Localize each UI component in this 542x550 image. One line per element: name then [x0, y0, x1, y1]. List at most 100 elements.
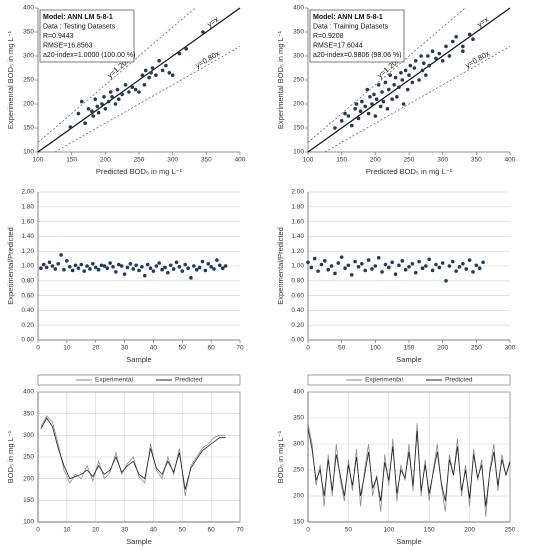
- data-point: [108, 90, 113, 94]
- data-point: [343, 266, 347, 271]
- y-tick-label: 100: [23, 149, 34, 156]
- data-point: [145, 262, 150, 267]
- data-point: [186, 266, 190, 271]
- data-point: [413, 270, 418, 275]
- data-point: [388, 73, 392, 77]
- y-tick-label: 0.20: [21, 322, 34, 329]
- data-line: [40, 417, 226, 490]
- data-point: [378, 104, 383, 109]
- data-point: [140, 73, 145, 77]
- x-tick-label: 100: [303, 157, 314, 164]
- data-point: [95, 104, 100, 109]
- x-tick-label: 300: [505, 345, 516, 352]
- data-point: [119, 264, 124, 268]
- data-point: [397, 85, 401, 89]
- x-tick-label: 150: [66, 157, 77, 164]
- x-axis-title: Sample: [396, 355, 421, 364]
- data-point: [79, 262, 84, 267]
- x-tick-label: 100: [33, 157, 44, 164]
- data-point: [354, 102, 359, 106]
- legend-label: Experimental: [365, 377, 403, 384]
- reference-label: y=x: [205, 15, 220, 29]
- data-point: [163, 265, 167, 270]
- data-point: [102, 264, 107, 268]
- data-point: [407, 73, 411, 77]
- data-point: [62, 267, 66, 272]
- data-point: [323, 259, 327, 263]
- data-point: [91, 261, 95, 266]
- y-tick-label: 350: [293, 29, 304, 36]
- data-point: [454, 35, 458, 39]
- y-tick-label: 200: [293, 493, 304, 500]
- annotation-box: [309, 9, 405, 63]
- data-point: [160, 267, 164, 272]
- y-tick-label: 400: [293, 389, 304, 396]
- data-point: [50, 264, 55, 268]
- annotation-text: Data : Testing Datasets: [43, 23, 116, 30]
- data-point: [220, 266, 225, 271]
- data-point: [408, 63, 413, 68]
- data-point: [157, 59, 161, 63]
- y-tick-label: 400: [23, 5, 34, 12]
- data-point: [316, 269, 320, 273]
- plot-frame: [307, 391, 511, 523]
- x-tick-label: 60: [208, 345, 216, 352]
- y-tick-label: 350: [23, 29, 34, 36]
- data-point: [410, 80, 415, 85]
- x-tick-label: 0: [36, 345, 40, 352]
- data-point: [108, 261, 112, 265]
- y-tick-label: 350: [23, 410, 34, 417]
- y-tick-label: 200: [293, 101, 304, 108]
- data-point: [90, 109, 94, 113]
- data-point: [437, 265, 442, 270]
- legend-label: Predicted: [445, 377, 473, 384]
- annotation-box: [39, 9, 135, 63]
- data-point: [426, 54, 430, 58]
- data-point: [157, 261, 161, 265]
- x-tick-label: 0: [306, 345, 310, 352]
- data-point: [154, 264, 159, 268]
- data-point: [131, 267, 136, 271]
- data-point: [400, 78, 405, 82]
- data-point: [440, 59, 445, 63]
- data-point: [417, 259, 421, 264]
- data-point: [134, 263, 138, 268]
- data-point: [91, 114, 96, 118]
- data-point: [212, 267, 216, 271]
- data-point: [373, 114, 378, 118]
- data-point: [467, 32, 472, 37]
- data-point: [336, 261, 341, 265]
- data-point: [346, 114, 351, 118]
- y-tick-label: 2.00: [291, 189, 304, 196]
- y-tick-label: 1.80: [21, 204, 34, 211]
- x-tick-label: 200: [370, 157, 381, 164]
- data-point: [461, 44, 465, 49]
- annotation-text: a20-index=1.0000 (100.00 %): [43, 52, 135, 59]
- y-tick-label: 300: [293, 441, 304, 448]
- chart-panel: 100 150 200 250 300 350 400 100 150 200 250 300 350 4…: [6, 5, 246, 176]
- data-point: [387, 87, 391, 92]
- x-tick-label: 30: [121, 345, 129, 352]
- data-point: [457, 264, 462, 269]
- legend-box: [307, 374, 511, 386]
- data-point: [149, 71, 153, 75]
- data-point: [329, 264, 334, 268]
- data-point: [481, 260, 485, 265]
- x-tick-label: 50: [179, 345, 187, 352]
- y-tick-label: 100: [293, 149, 304, 156]
- y-tick-label: 150: [293, 125, 304, 132]
- data-point: [127, 90, 131, 94]
- data-point: [420, 68, 425, 73]
- data-point: [93, 265, 98, 270]
- data-point: [93, 97, 98, 101]
- x-tick-label: 250: [404, 157, 415, 164]
- data-point: [312, 256, 317, 261]
- data-point: [133, 87, 138, 92]
- reference-line: [54, 46, 241, 153]
- data-point: [223, 264, 228, 268]
- y-axis-title: BOD₅ in mg L⁻¹: [6, 430, 15, 483]
- data-point: [387, 265, 391, 270]
- data-point: [209, 264, 213, 269]
- data-point: [444, 279, 448, 283]
- data-point: [339, 255, 344, 259]
